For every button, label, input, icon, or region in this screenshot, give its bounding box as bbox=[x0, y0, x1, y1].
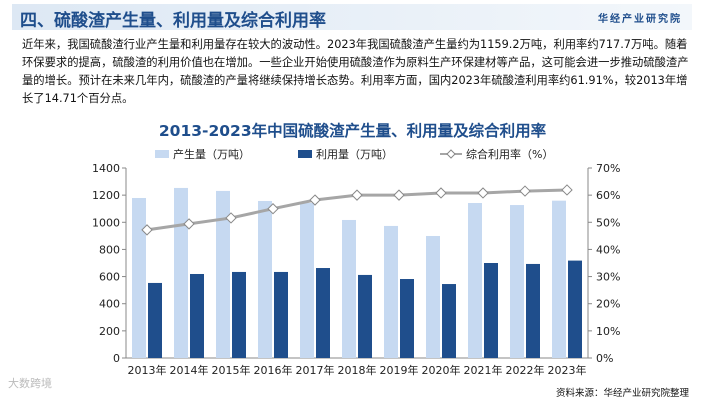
x-tick-label: 2017年 bbox=[296, 363, 335, 377]
y-tick-label: 1000 bbox=[92, 216, 120, 229]
x-tick-label: 2019年 bbox=[380, 363, 419, 377]
rate-point bbox=[309, 194, 321, 206]
x-tick-label: 2022年 bbox=[506, 363, 545, 377]
source-note: 资料来源：华经产业研究院整理 bbox=[555, 388, 689, 399]
bar-utilization bbox=[400, 279, 414, 358]
y2-tick-label: 70% bbox=[596, 162, 620, 175]
y-tick-label: 1400 bbox=[92, 162, 120, 175]
bar-production bbox=[384, 225, 398, 358]
rate-point bbox=[393, 189, 405, 201]
bar-production bbox=[342, 219, 356, 358]
header-bar: 四、硫酸渣产生量、利用量及综合利用率 华经产业研究院 bbox=[12, 4, 692, 31]
y-tick-label: 0 bbox=[113, 352, 120, 365]
legend-swatch bbox=[155, 150, 169, 158]
bar-utilization bbox=[358, 274, 372, 358]
rate-point bbox=[351, 189, 363, 201]
bar-utilization bbox=[526, 263, 540, 358]
bar-utilization bbox=[442, 284, 456, 358]
rate-point bbox=[267, 203, 279, 215]
y-tick-label: 400 bbox=[99, 298, 120, 311]
bar-utilization bbox=[568, 260, 582, 358]
x-tick-label: 2020年 bbox=[422, 363, 461, 377]
rate-point bbox=[225, 212, 237, 224]
chart-title: 2013-2023年中国硫酸渣产生量、利用量及综合利用率 bbox=[158, 122, 547, 140]
x-tick-label: 2015年 bbox=[212, 363, 251, 377]
brand-logo: 华经产业研究院 bbox=[598, 14, 682, 25]
section-title: 四、硫酸渣产生量、利用量及综合利用率 bbox=[20, 11, 326, 31]
y-tick-label: 1200 bbox=[92, 189, 120, 202]
rate-point bbox=[435, 187, 447, 199]
legend-marker bbox=[446, 149, 456, 159]
rate-point bbox=[561, 184, 573, 196]
y-tick-label: 200 bbox=[99, 325, 120, 338]
rate-point bbox=[477, 187, 489, 199]
bar-utilization bbox=[274, 271, 288, 358]
watermark: 大数跨境 bbox=[8, 377, 52, 390]
legend-swatch bbox=[298, 150, 312, 158]
bar-utilization bbox=[484, 263, 498, 358]
bar-production bbox=[300, 203, 314, 358]
legend-label: 利用量（万吨） bbox=[316, 148, 393, 161]
bar-utilization bbox=[148, 282, 162, 358]
x-tick-label: 2016年 bbox=[254, 363, 293, 377]
rate-point bbox=[183, 218, 195, 230]
bar-utilization bbox=[190, 273, 204, 358]
x-tick-label: 2014年 bbox=[170, 363, 209, 377]
bar-production bbox=[258, 200, 272, 358]
y2-tick-label: 40% bbox=[596, 243, 620, 256]
y2-tick-label: 0% bbox=[596, 352, 613, 365]
y2-tick-label: 50% bbox=[596, 216, 620, 229]
bar-production bbox=[552, 200, 566, 358]
bar-production bbox=[174, 187, 188, 358]
y2-tick-label: 20% bbox=[596, 298, 620, 311]
legend-label: 综合利用率（%） bbox=[466, 147, 553, 161]
bar-production bbox=[216, 190, 230, 358]
x-tick-label: 2021年 bbox=[464, 363, 503, 377]
bar-production bbox=[426, 235, 440, 358]
intro-paragraph: 近年来，我国硫酸渣行业产生量和利用量存在较大的波动性。2023年我国硫酸渣产生量… bbox=[22, 38, 689, 105]
bar-utilization bbox=[232, 271, 246, 358]
x-tick-label: 2018年 bbox=[338, 363, 377, 377]
bar-production bbox=[510, 205, 524, 358]
y-tick-label: 800 bbox=[99, 243, 120, 256]
x-tick-label: 2023年 bbox=[548, 363, 587, 377]
bar-production bbox=[132, 197, 146, 358]
legend-label: 产生量（万吨） bbox=[173, 147, 250, 161]
x-tick-label: 2013年 bbox=[128, 363, 167, 377]
bar-utilization bbox=[316, 268, 330, 358]
y2-tick-label: 30% bbox=[596, 271, 620, 284]
y-tick-label: 600 bbox=[99, 271, 120, 284]
bar-production bbox=[468, 203, 482, 358]
y2-tick-label: 60% bbox=[596, 189, 620, 202]
rate-point bbox=[519, 185, 531, 197]
y2-tick-label: 10% bbox=[596, 325, 620, 338]
rate-point bbox=[141, 224, 153, 236]
